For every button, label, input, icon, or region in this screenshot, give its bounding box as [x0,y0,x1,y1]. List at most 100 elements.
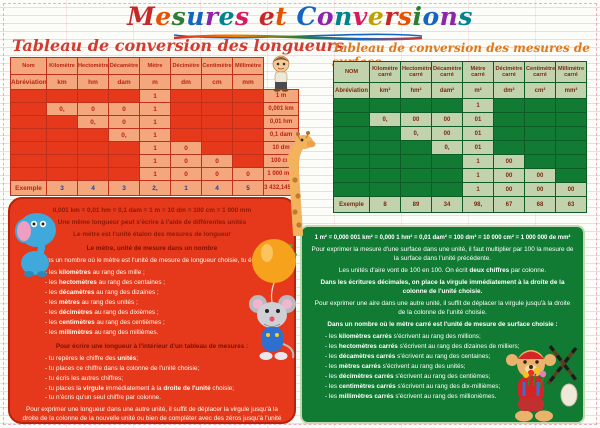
blocked-cell [201,141,233,155]
blocked-cell [369,154,401,169]
surface-para-4: Pour exprimer une aire dans une autre un… [314,300,571,317]
schoolboy-icon [272,55,290,92]
unit-abbrev: cm [201,74,233,90]
blocked-cell [431,154,463,169]
blocked-cell [555,140,587,155]
value-cell: 00 [431,112,463,127]
blocked-cell [333,126,370,141]
blocked-cell [232,89,264,103]
value-cell: 0 [201,167,233,181]
blocked-cell [46,154,78,168]
rank-line: - tu écris les autres chiffres; [45,374,124,382]
blocked-cell [369,126,401,141]
blocked-cell [333,98,370,113]
conversion-table: Nom Kilomètre Hectomètre Décamètre Mètre Déci… [10,57,299,196]
length-lead: Dans un nombre où le mètre est l'unité d… [38,256,266,264]
unit-abbrev: km² [369,82,401,99]
value-cell: 00 [400,112,432,127]
value-cell: 00 [493,182,525,197]
value-cell: 0, [369,112,401,127]
blocked-cell [333,182,370,197]
blocked-cell [431,182,463,197]
blocked-cell [232,154,264,168]
blocked-cell [170,128,202,142]
blocked-cell [493,140,525,155]
unit-header: Millimètre carré [555,61,587,83]
blocked-cell [201,115,233,129]
result-cell: 0,001 km [263,102,299,116]
blocked-cell [46,167,78,181]
unit-abbrev: mm² [555,82,587,99]
blocked-cell [555,126,587,141]
unit-header: Kilomètre [46,57,78,75]
rank-line: - les hectomètres au rang des centaines … [45,278,166,286]
value-cell: 1 [139,141,171,155]
length-intro-2: Le mètre est l'unité étalon des mesures … [73,230,231,238]
blocked-cell [201,128,233,142]
unit-abbrev: dm [170,74,202,90]
surface-conversion-table: NOM Kilomètre carré Hectomètre carré Décamè… [333,61,587,213]
value-cell: 0, [46,102,78,116]
blocked-cell [369,140,401,155]
value-cell: 0 [232,167,264,181]
blocked-cell [108,141,140,155]
blocked-cell [369,182,401,197]
value-cell: 0, [431,140,463,155]
poster-title: Mesures et Conversions [127,2,473,31]
example-cell: 89 [400,196,432,213]
rank-line: - les millimètres au rang des millièmes. [45,328,159,336]
blocked-cell [77,154,109,168]
rank-line: - les hectomètres carrés s'écrivent au r… [325,343,520,351]
rank-line: - les centimètres au rang des centièmes … [45,318,165,326]
example-cell: 3 [108,180,140,196]
blocked-cell [232,141,264,155]
unit-abbrev: km [46,74,78,90]
blocked-cell [77,89,109,103]
blocked-cell [170,89,202,103]
unit-header: Décamètre carré [431,61,463,83]
blocked-cell [400,98,432,113]
blocked-cell [108,154,140,168]
giraffe-icon [287,131,316,236]
blocked-cell [400,140,432,155]
unit-header: Centimètre [201,57,233,75]
example-label: Exemple [10,180,47,196]
abbrev-label: Abréviation [333,82,370,99]
rank-line: - les kilomètres carrés s'écrivent au ra… [325,333,481,341]
length-section-heading: Tableau de conversion des longueurs [12,36,345,55]
rank-line: - les décamètres au rang des dizaines ; [45,288,159,296]
unit-abbrev: hm² [400,82,432,99]
corner-header: NOM [333,61,370,83]
unit-abbrev: hm [77,74,109,90]
unit-abbrev: cm² [524,82,556,99]
result-cell: 1 m [263,89,299,103]
blocked-cell [46,141,78,155]
blocked-cell [10,102,47,116]
unit-header: Kilomètre carré [369,61,401,83]
rank-line: - les kilomètres au rang des mille ; [45,268,145,276]
blocked-cell [493,126,525,141]
value-cell: 1 [139,102,171,116]
rank-line: - les centimètres carrés s'écrivent au r… [325,382,501,390]
value-cell: 0, [108,128,140,142]
title-underline-doodle [173,33,423,41]
unit-abbrev: m [139,74,171,90]
rank-line: - les mètres carrés s'écrivent au rang d… [325,363,466,371]
value-cell: 1 [462,168,494,183]
length-heading-1: Le mètre, unité de mesure dans un nombre [86,244,218,252]
example-cell: 5 [232,180,264,196]
length-equation: 0,001 km = 0,01 hm = 0,1 dam = 1 m = 10 … [52,207,252,214]
blocked-cell [77,128,109,142]
example-label: Exemple [333,196,370,213]
unit-header: Hectomètre carré [400,61,432,83]
value-cell: 01 [462,126,494,141]
unit-abbrev: m² [462,82,494,99]
value-cell: 0, [400,126,432,141]
blocked-cell [431,168,463,183]
blocked-cell [201,89,233,103]
value-cell: 0 [170,167,202,181]
blocked-cell [555,154,587,169]
length-conversion-table: Nom Kilomètre Hectomètre Décamètre Mètre Déci… [10,57,299,196]
value-cell: 0 [170,154,202,168]
